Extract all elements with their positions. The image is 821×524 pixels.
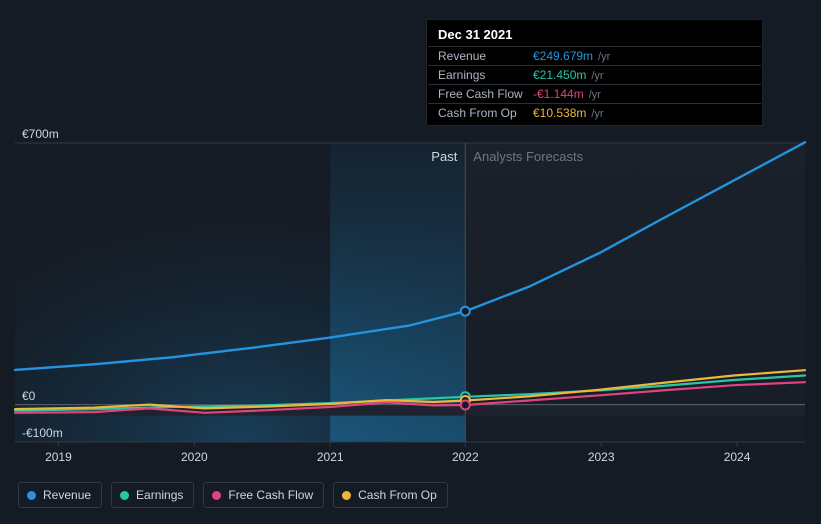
y-axis-label: €700m [22,127,59,141]
legend-item-earnings[interactable]: Earnings [111,482,194,508]
tooltip-row-value: €21.450m [533,68,586,82]
x-axis-label: 2022 [452,450,479,464]
x-axis-label: 2023 [588,450,615,464]
chart-container: €700m €0 -€100m 2019 2020 2021 2022 2023 2024 P… [0,0,821,524]
tooltip-row-label: Earnings [438,68,533,82]
legend-item-revenue[interactable]: Revenue [18,482,102,508]
x-axis-label: 2020 [181,450,208,464]
tooltip-date: Dec 31 2021 [428,27,761,46]
x-axis-label: 2024 [724,450,751,464]
legend-dot-icon [27,491,36,500]
legend: Revenue Earnings Free Cash Flow Cash From O… [18,482,448,508]
legend-label: Revenue [43,488,91,502]
region-label-past: Past [431,149,457,164]
legend-label: Earnings [136,488,183,502]
legend-dot-icon [120,491,129,500]
tooltip-row-label: Revenue [438,49,533,63]
legend-label: Free Cash Flow [228,488,313,502]
tooltip-row-unit: /yr [591,108,603,120]
tooltip-row: Cash From Op€10.538m/yr [428,103,761,122]
region-label-forecast: Analysts Forecasts [473,149,583,164]
tooltip-row: Free Cash Flow-€1.144m/yr [428,84,761,103]
legend-item-fcf[interactable]: Free Cash Flow [203,482,324,508]
tooltip-row: Earnings€21.450m/yr [428,65,761,84]
x-axis-label: 2019 [45,450,72,464]
legend-dot-icon [212,491,221,500]
legend-dot-icon [342,491,351,500]
tooltip-row-value: €10.538m [533,106,586,120]
legend-item-cfo[interactable]: Cash From Op [333,482,448,508]
tooltip-row-unit: /yr [589,89,601,101]
y-axis-label: €0 [22,389,35,403]
marker-revenue [461,307,470,316]
y-axis-label: -€100m [22,426,63,440]
tooltip-row-label: Cash From Op [438,106,533,120]
marker-fcf [461,400,470,409]
tooltip-row-unit: /yr [598,51,610,63]
legend-label: Cash From Op [358,488,437,502]
tooltip-row-unit: /yr [591,70,603,82]
tooltip-row-value: €249.679m [533,49,593,63]
tooltip-row-label: Free Cash Flow [438,87,533,101]
x-axis-label: 2021 [317,450,344,464]
tooltip-row-value: -€1.144m [533,87,584,101]
tooltip: Dec 31 2021 Revenue€249.679m/yrEarnings€… [427,20,762,125]
tooltip-row: Revenue€249.679m/yr [428,46,761,65]
